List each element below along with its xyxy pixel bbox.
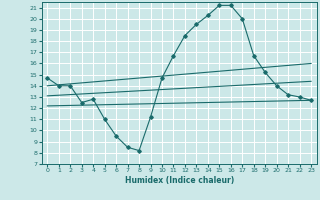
- X-axis label: Humidex (Indice chaleur): Humidex (Indice chaleur): [124, 176, 234, 185]
